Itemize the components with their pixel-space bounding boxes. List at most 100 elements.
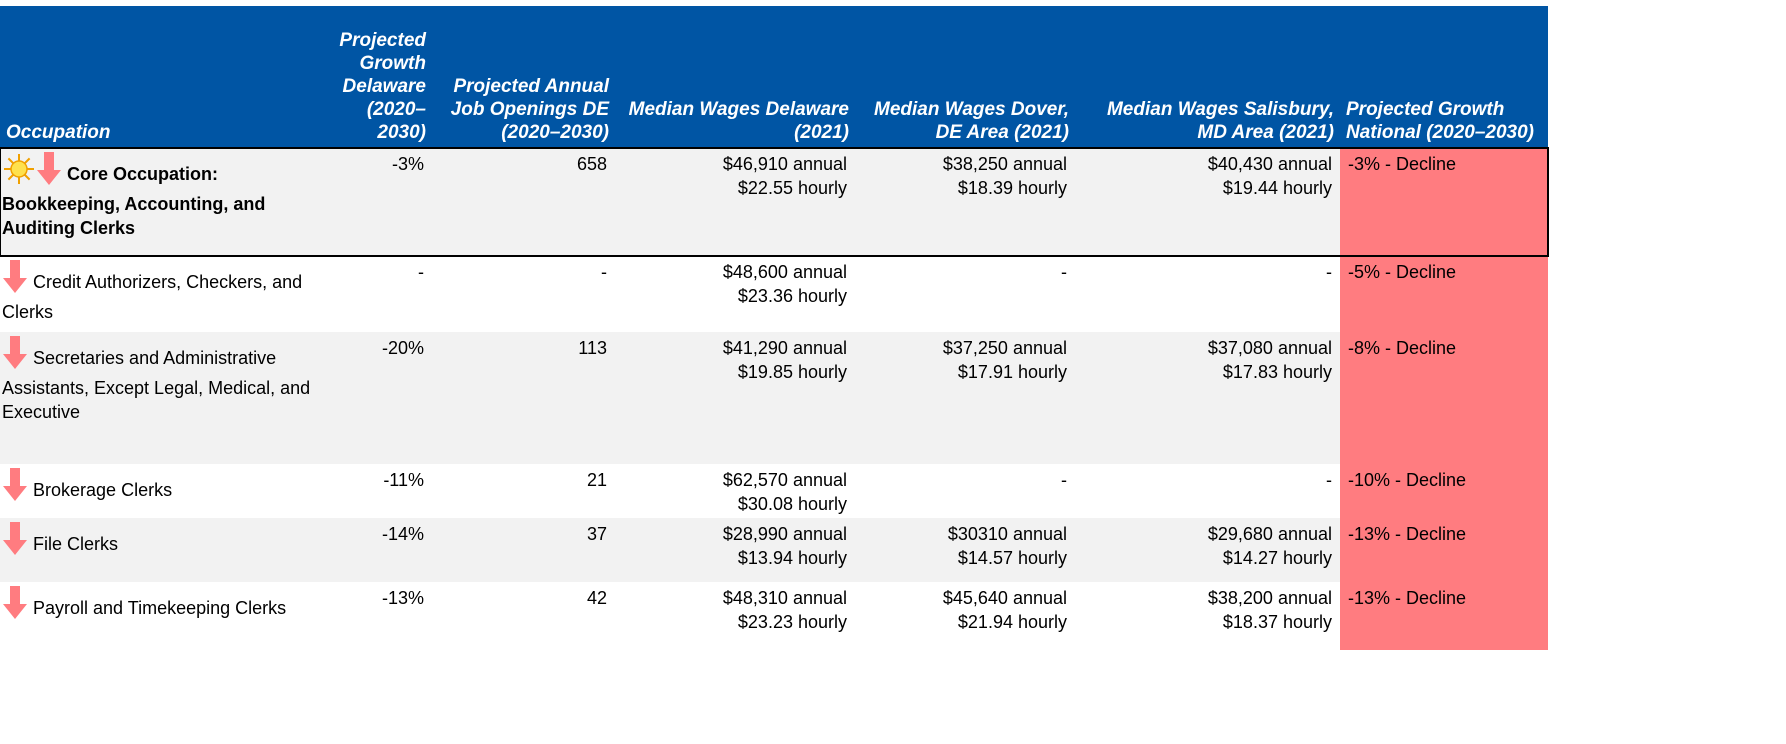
occupation-row: Secretaries and Administrative Assistant… — [0, 332, 1548, 464]
openings-de: - — [601, 262, 607, 282]
wages-salisbury: $38,200 annual $18.37 hourly — [1075, 582, 1340, 650]
wage-line: $48,310 annual — [722, 588, 847, 608]
wages-de: $62,570 annual $30.08 hourly — [615, 464, 855, 518]
occupation-row: File Clerks -14% 37 $28,990 annual $13.94 ho… — [0, 518, 1548, 582]
wage-line: $30310 annual — [947, 524, 1067, 544]
wage-line: $46,910 annual — [722, 154, 847, 174]
wage-line: $23.36 hourly — [737, 286, 847, 306]
wage-line: $13.94 hourly — [737, 548, 847, 568]
wage-line: $28,990 annual — [722, 524, 847, 544]
occupation-name: Payroll and Timekeeping Clerks — [33, 598, 287, 618]
openings-de: 37 — [432, 518, 615, 582]
growth-national: -3% - Decline — [1340, 148, 1548, 256]
occupation-name: File Clerks — [33, 534, 119, 554]
trend-icons — [2, 586, 28, 626]
wages-salisbury: - — [1075, 464, 1340, 518]
wage-line: $14.27 hourly — [1222, 548, 1332, 568]
growth-national: -13% - Decline — [1340, 582, 1548, 650]
column-header: Median Wages Delaware (2021) — [615, 6, 855, 148]
wages-dover: - — [855, 464, 1075, 518]
column-header: Median Wages Salisbury, MD Area (2021) — [1075, 6, 1340, 148]
openings-de: 658 — [432, 148, 615, 256]
wage-line: $29,680 annual — [1207, 524, 1332, 544]
growth-de: -20% — [330, 332, 432, 464]
occupation-name: Core Occupation: Bookkeeping, Accounting… — [2, 164, 266, 238]
wages-de: $28,990 annual $13.94 hourly — [615, 518, 855, 582]
occupation-name: Credit Authorizers, Checkers, and Clerks — [2, 272, 303, 322]
wage-line: $62,570 annual — [722, 470, 847, 490]
wage-line: $45,640 annual — [942, 588, 1067, 608]
wages-dover: $38,250 annual $18.39 hourly — [855, 148, 1075, 256]
wages-salisbury: $40,430 annual $19.44 hourly — [1075, 148, 1340, 256]
trend-icons — [2, 336, 28, 376]
growth-de: -14% — [330, 518, 432, 582]
occupation-row: Brokerage Clerks -11% 21 $62,570 annual $30.… — [0, 464, 1548, 518]
growth-national: -8% - Decline — [1340, 332, 1548, 464]
wages-de: $46,910 annual $22.55 hourly — [615, 148, 855, 256]
openings-de: 21 — [586, 470, 607, 490]
wages-salisbury: - — [1075, 256, 1340, 332]
column-header: Projected Growth Delaware (2020–2030) — [330, 6, 432, 148]
wage-line: $30.08 hourly — [737, 494, 847, 514]
wage-line: $22.55 hourly — [737, 178, 847, 198]
wage-line: $37,080 annual — [1207, 338, 1332, 358]
trend-icons — [2, 260, 28, 300]
wage-line: $21.94 hourly — [957, 612, 1067, 632]
wage-line: $19.85 hourly — [737, 362, 847, 382]
occupation-cell: Secretaries and Administrative Assistant… — [0, 332, 330, 464]
trend-icons — [2, 152, 62, 192]
column-header: Projected Growth National (2020–2030) — [1340, 6, 1548, 148]
wage-line: $41,290 annual — [722, 338, 847, 358]
occupation-cell: File Clerks — [0, 518, 330, 582]
wages-salisbury: $37,080 annual $17.83 hourly — [1075, 332, 1340, 464]
wage-line: $38,250 annual — [942, 154, 1067, 174]
growth-national: -5% - Decline — [1340, 256, 1548, 332]
occupation-name: Secretaries and Administrative Assistant… — [2, 348, 311, 422]
occupation-row: Core Occupation: Bookkeeping, Accounting… — [0, 147, 1549, 257]
occupation-cell: Payroll and Timekeeping Clerks — [0, 582, 330, 650]
wages-de: $41,290 annual $19.85 hourly — [615, 332, 855, 464]
growth-national: -13% - Decline — [1340, 518, 1548, 582]
openings-de: 42 — [586, 588, 607, 608]
wages-de: $48,600 annual $23.36 hourly — [615, 256, 855, 332]
trend-icons — [2, 468, 28, 508]
wages-dover: $45,640 annual $21.94 hourly — [855, 582, 1075, 650]
column-header: Median Wages Dover, DE Area (2021) — [855, 6, 1075, 148]
wage-line: $38,200 annual — [1207, 588, 1332, 608]
wage-line: $17.91 hourly — [957, 362, 1067, 382]
wages-dover: $30310 annual $14.57 hourly — [855, 518, 1075, 582]
occupation-cell: Credit Authorizers, Checkers, and Clerks — [0, 256, 330, 332]
wage-line: - — [1326, 470, 1332, 490]
occupation-row: Payroll and Timekeeping Clerks -13% 42 $48,… — [0, 582, 1548, 650]
wages-salisbury: $29,680 annual $14.27 hourly — [1075, 518, 1340, 582]
growth-de: -3% — [330, 148, 432, 256]
wage-line: $14.57 hourly — [957, 548, 1067, 568]
table-body: Core Occupation: Bookkeeping, Accounting… — [0, 147, 1549, 650]
header-row: Occupation Projected Growth Delaware (202… — [0, 6, 1548, 148]
wage-line: $19.44 hourly — [1222, 178, 1332, 198]
wages-de: $48,310 annual $23.23 hourly — [615, 582, 855, 650]
occupation-row: Credit Authorizers, Checkers, and Clerks… — [0, 256, 1548, 332]
wage-line: $37,250 annual — [942, 338, 1067, 358]
wage-line: $48,600 annual — [722, 262, 847, 282]
column-header: Occupation — [0, 6, 330, 148]
wage-line: - — [1326, 262, 1332, 282]
wages-dover: - — [855, 256, 1075, 332]
growth-de: - — [418, 262, 424, 282]
occupation-cell: Core Occupation: Bookkeeping, Accounting… — [0, 148, 330, 256]
growth-de: -11% — [383, 470, 424, 490]
occupation-name: Brokerage Clerks — [33, 480, 173, 500]
wage-line: - — [1061, 470, 1067, 490]
wage-line: $17.83 hourly — [1222, 362, 1332, 382]
wage-line: $40,430 annual — [1207, 154, 1332, 174]
wage-line: $18.39 hourly — [957, 178, 1067, 198]
wage-line: - — [1061, 262, 1067, 282]
growth-national: -10% - Decline — [1340, 464, 1548, 518]
wage-line: $18.37 hourly — [1222, 612, 1332, 632]
wage-line: $23.23 hourly — [737, 612, 847, 632]
occupation-table: Occupation Projected Growth Delaware (202… — [0, 6, 1549, 650]
column-header: Projected Annual Job Openings DE (2020–2… — [432, 6, 615, 148]
openings-de: 113 — [432, 332, 615, 464]
wages-dover: $37,250 annual $17.91 hourly — [855, 332, 1075, 464]
